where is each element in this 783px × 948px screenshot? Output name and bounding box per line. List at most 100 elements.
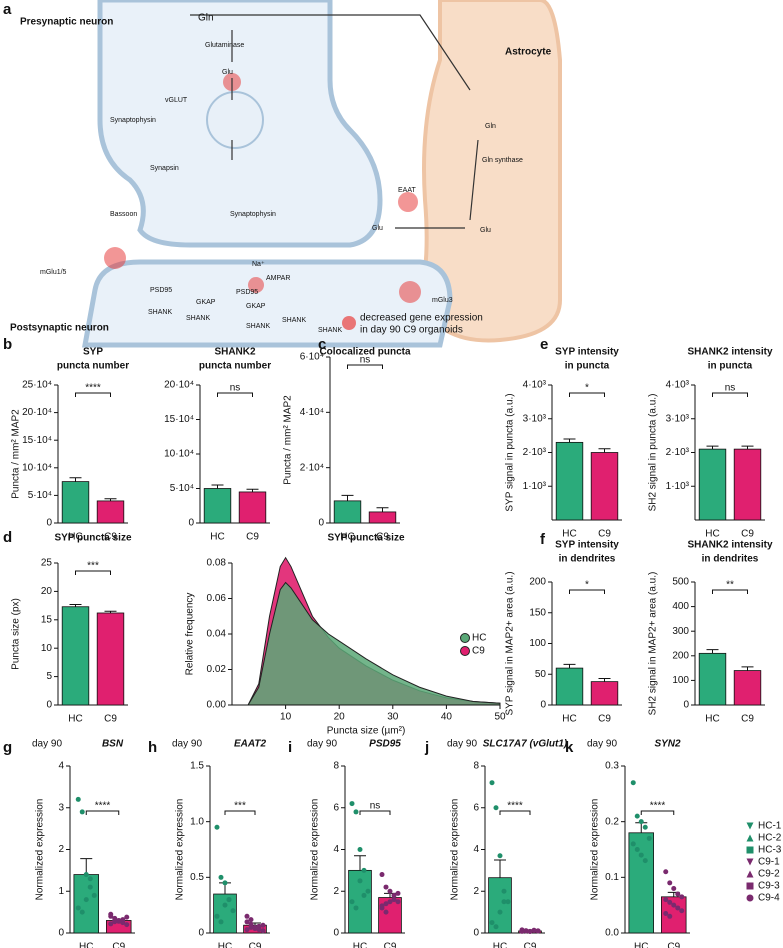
y-tick-label: 10·10⁴ xyxy=(22,462,52,473)
y-tick-label: 0.04 xyxy=(207,629,227,640)
significance-label: ns xyxy=(725,383,736,394)
diagram-shapes xyxy=(82,0,562,348)
error-bar xyxy=(741,666,754,671)
bar xyxy=(628,832,655,934)
y-tick-label: 0.06 xyxy=(207,593,227,604)
y-axis-label: Puncta / mm² MAP2 xyxy=(11,409,22,499)
significance-label: * xyxy=(585,383,589,394)
data-point xyxy=(497,909,503,915)
y-axis-label: Puncta size (px) xyxy=(11,598,22,670)
chart-title: in dendrites xyxy=(702,554,759,565)
data-point xyxy=(671,885,677,891)
error-bar xyxy=(354,855,366,871)
bar xyxy=(238,491,267,524)
x-tick-label: HC xyxy=(562,529,576,540)
y-tick-label: 100 xyxy=(529,638,546,649)
x-tick-label: C9 xyxy=(598,714,611,725)
data-point xyxy=(222,902,228,908)
chart-title: PSD95 xyxy=(369,739,401,750)
y-tick-label: 200 xyxy=(672,650,689,661)
x-tick-label: C9 xyxy=(667,942,680,948)
data-point xyxy=(638,852,644,858)
data-point xyxy=(383,901,389,907)
y-tick-label: 0 xyxy=(540,700,546,711)
y-tick-label: 8 xyxy=(473,761,479,772)
significance-label: ns xyxy=(360,355,371,366)
data-point xyxy=(226,897,232,903)
significance-bracket xyxy=(347,364,383,369)
y-tick-label: 150 xyxy=(529,607,546,618)
y-tick-label: 4 xyxy=(58,761,64,772)
y-tick-label: 0 xyxy=(198,928,204,939)
y-tick-label: 4 xyxy=(473,844,479,855)
diagram-label: Gln xyxy=(485,123,496,130)
panel-letter: e xyxy=(540,336,548,353)
data-point xyxy=(493,805,499,811)
error-bar xyxy=(104,610,117,613)
diagram-label: decreased gene expression xyxy=(360,313,483,324)
y-tick-label: 0.00 xyxy=(207,700,227,711)
bar xyxy=(733,670,762,706)
diagram-label: mGlu3 xyxy=(432,297,453,304)
bar xyxy=(590,452,619,521)
error-bar xyxy=(246,488,259,492)
chart-title: puncta number xyxy=(57,361,129,372)
x-tick-label: C9 xyxy=(598,529,611,540)
x-axis-label: Puncta size (µm²) xyxy=(327,726,406,737)
bar xyxy=(61,481,90,524)
data-point xyxy=(489,780,495,786)
significance-label: **** xyxy=(95,801,111,812)
data-point xyxy=(379,903,385,909)
data-point xyxy=(75,796,81,802)
data-point xyxy=(663,869,669,875)
significance-label: * xyxy=(585,580,589,591)
diagram-label: GKAP xyxy=(196,299,216,306)
x-tick-label: HC xyxy=(68,714,82,725)
chart-title: in puncta xyxy=(565,361,610,372)
bar xyxy=(333,500,362,524)
data-point xyxy=(222,880,228,886)
data-point xyxy=(248,924,254,930)
y-tick-label: 1·10³ xyxy=(523,481,547,492)
diagram-label: Bassoon xyxy=(110,211,137,218)
y-axis-label: Relative frequency xyxy=(185,593,196,676)
y-tick-label: 0 xyxy=(46,700,52,711)
data-point xyxy=(531,927,537,933)
legend-marker xyxy=(746,846,754,854)
significance-bracket xyxy=(217,392,253,397)
significance-bracket xyxy=(499,810,531,815)
diagram-label: PSD95 xyxy=(236,289,258,296)
panel-letter: c xyxy=(318,336,326,353)
x-tick-label: C9 xyxy=(524,942,537,948)
significance-label: ** xyxy=(726,580,734,591)
bar xyxy=(698,448,727,521)
error-bar xyxy=(598,678,611,682)
significance-label: **** xyxy=(650,801,666,812)
chart-title: SLC17A7 (vGlut1) xyxy=(483,739,568,750)
panel-letter: i xyxy=(288,739,292,756)
error-bar xyxy=(706,445,719,450)
y-tick-label: 25·10⁴ xyxy=(22,380,52,391)
y-tick-label: 6 xyxy=(333,802,339,813)
data-point xyxy=(679,894,685,900)
chart-subtitle: day 90 xyxy=(172,739,202,750)
data-point xyxy=(87,884,93,890)
data-point xyxy=(260,922,266,928)
significance-bracket xyxy=(712,589,748,594)
data-point xyxy=(91,892,97,898)
diagram-label: Astrocyte xyxy=(505,47,552,58)
data-point xyxy=(124,914,130,920)
data-point xyxy=(83,897,89,903)
y-tick-label: 4·10⁴ xyxy=(300,407,324,418)
error-bar xyxy=(104,498,117,501)
x-tick-label: C9 xyxy=(741,529,754,540)
y-tick-label: 5·10⁴ xyxy=(170,483,194,494)
y-tick-label: 20·10⁴ xyxy=(22,407,52,418)
chart-subtitle: day 90 xyxy=(32,739,62,750)
diagram-label: EAAT xyxy=(398,187,416,194)
x-tick-label: C9 xyxy=(104,532,117,543)
x-tick-label: C9 xyxy=(384,942,397,948)
panel-letter: a xyxy=(3,1,12,18)
y-tick-label: 300 xyxy=(672,626,689,637)
